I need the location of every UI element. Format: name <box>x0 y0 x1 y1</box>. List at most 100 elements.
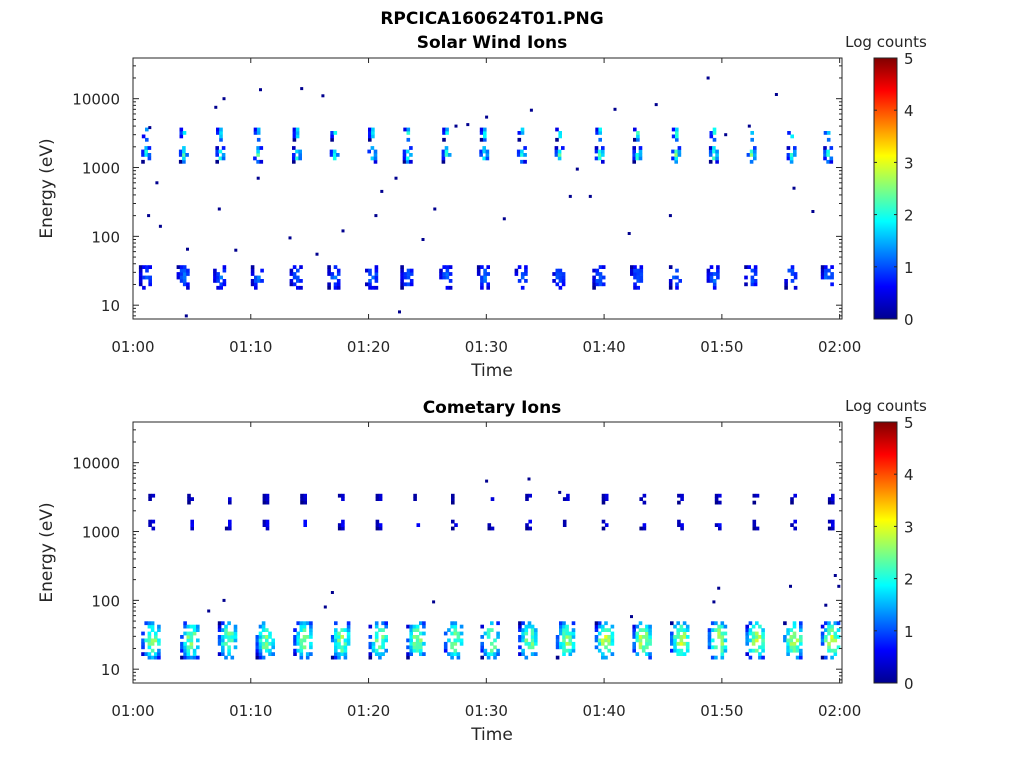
heatmap-cell <box>190 523 194 527</box>
heatmap-cell <box>332 149 337 154</box>
heatmap-cell <box>453 631 458 636</box>
heatmap-cell <box>716 268 720 273</box>
heatmap-cell <box>406 137 411 142</box>
heatmap-cell <box>295 131 300 135</box>
heatmap-cell <box>601 282 606 287</box>
heatmap-cell <box>250 268 255 273</box>
heatmap-cell <box>183 652 187 656</box>
heatmap-cell <box>820 638 825 643</box>
panel-title-solar-wind: Solar Wind Ions <box>417 33 568 53</box>
heatmap-cell <box>224 628 228 632</box>
heatmap-cell <box>749 149 754 154</box>
heatmap-cell <box>368 127 372 132</box>
heatmap-cell <box>224 655 228 660</box>
heatmap-cell <box>293 641 297 646</box>
heatmap-cell <box>518 652 522 656</box>
heatmap-cell <box>441 156 446 161</box>
heatmap-cell <box>799 655 803 660</box>
heatmap-cell <box>793 493 797 498</box>
heatmap-cell <box>157 648 161 653</box>
heatmap-cell <box>517 137 522 142</box>
heatmap-cell <box>723 624 728 629</box>
heatmap-cell <box>148 275 152 280</box>
heatmap-cell <box>714 497 719 501</box>
colorbar-label: Log counts <box>845 397 927 415</box>
heatmap-cell <box>138 282 143 287</box>
heatmap-cell <box>409 648 413 653</box>
heatmap-cell <box>192 631 197 636</box>
heatmap-cell <box>154 652 158 656</box>
colorbar <box>873 421 898 684</box>
heatmap-cell <box>190 526 194 531</box>
heatmap-cell <box>744 275 748 280</box>
heatmap-cell <box>718 526 722 531</box>
heatmap-cell <box>562 635 566 639</box>
heatmap-cell <box>445 127 449 132</box>
heatmap-cell <box>720 638 725 643</box>
heatmap-cell <box>486 628 491 632</box>
colorbar-tick-label: 0 <box>904 311 914 329</box>
heatmap-cell <box>792 648 797 653</box>
heatmap-cell <box>755 631 759 636</box>
heatmap-cell <box>789 628 794 632</box>
heatmap-cell <box>371 648 376 653</box>
heatmap-cell <box>261 628 266 632</box>
heatmap-cell <box>341 497 345 501</box>
heatmap-cell <box>180 641 184 646</box>
heatmap-cell <box>409 272 414 276</box>
heatmap-cell <box>221 652 225 656</box>
heatmap-cell <box>592 282 596 287</box>
heatmap-cell <box>227 645 231 650</box>
heatmap-cell <box>224 635 228 639</box>
heatmap-cell <box>595 272 600 276</box>
heatmap-cell <box>568 635 573 639</box>
heatmap-cell <box>679 624 684 629</box>
heatmap-cell <box>717 628 721 632</box>
heatmap-cell <box>557 153 562 157</box>
heatmap-cell <box>405 159 410 164</box>
heatmap-cell <box>459 638 464 643</box>
heatmap-cell <box>559 621 563 626</box>
heatmap-cell <box>565 635 569 639</box>
heatmap-cell <box>558 131 562 135</box>
heatmap-cell <box>799 628 803 632</box>
heatmap-cell <box>456 638 461 643</box>
x-tick-label: 01:50 <box>700 702 743 720</box>
heatmap-cell <box>409 268 414 273</box>
heatmap-cell <box>555 275 560 280</box>
heatmap-cell <box>305 621 310 626</box>
heatmap-cell <box>295 127 300 132</box>
heatmap-cell <box>183 624 187 629</box>
heatmap-cell <box>439 272 443 276</box>
heatmap-cell <box>192 624 197 629</box>
colorbar-tick-label: 4 <box>904 102 914 120</box>
heatmap-cell <box>755 648 759 653</box>
heatmap-cell <box>830 282 834 287</box>
heatmap-cell <box>406 268 411 273</box>
colorbar-tick-label: 5 <box>904 414 914 432</box>
heatmap-cell <box>636 137 640 142</box>
heatmap-cell <box>479 153 483 157</box>
heatmap-cell <box>745 635 749 639</box>
heatmap-cell <box>524 628 529 632</box>
heatmap-cell <box>400 268 404 273</box>
heatmap-cell <box>748 655 753 660</box>
heatmap-cell <box>299 624 304 629</box>
heatmap-cell <box>604 493 609 498</box>
heatmap-cell <box>370 156 375 161</box>
heatmap-cell <box>336 285 341 290</box>
heatmap-cell <box>330 655 335 660</box>
heatmap-cell <box>597 153 602 157</box>
heatmap-cell <box>336 272 341 276</box>
heatmap-cell <box>227 631 231 636</box>
heatmap-cell <box>568 641 573 646</box>
heatmap-cell <box>337 655 341 660</box>
heatmap-cell <box>293 648 297 653</box>
heatmap-cell <box>676 621 680 626</box>
heatmap-cell <box>516 153 521 157</box>
heatmap-cell <box>374 285 379 290</box>
heatmap-cell <box>454 523 458 527</box>
heatmap-cell <box>268 631 272 636</box>
heatmap-cell <box>670 648 674 653</box>
heatmap-cell <box>638 635 643 639</box>
